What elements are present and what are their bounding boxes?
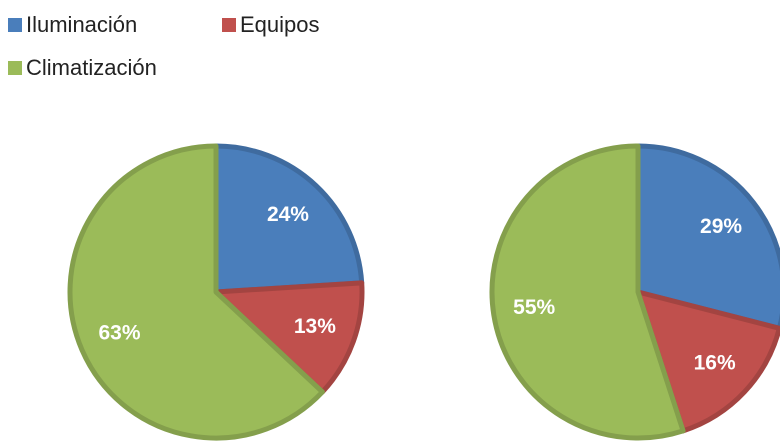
legend-label: Equipos [240,12,320,37]
data-label: 55% [513,296,555,319]
pie-slice [67,143,325,441]
data-label: 24% [267,203,309,226]
legend-label: Climatización [26,55,157,80]
legend-swatch [8,18,22,32]
legend-swatch [8,61,22,75]
legend-label: Iluminación [26,12,137,37]
pie-slice [213,143,365,295]
data-label: 29% [700,215,742,238]
data-label: 13% [294,315,336,338]
pie-slice [489,143,686,441]
data-label: 63% [99,321,141,344]
data-label: 16% [694,352,736,375]
pie-slice [635,143,780,331]
pie-slice [213,280,365,395]
legend-swatch [222,18,236,32]
